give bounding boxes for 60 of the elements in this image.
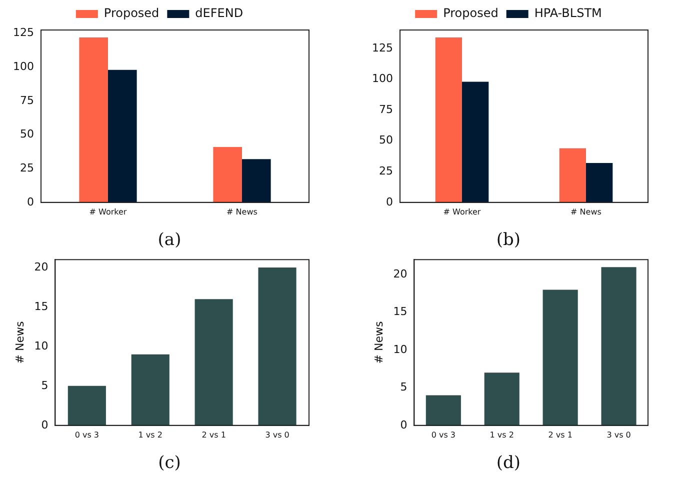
y-tick-label: 10 — [393, 342, 408, 356]
bar — [601, 267, 636, 426]
y-tick-label: 20 — [393, 268, 408, 281]
x-tick-label: # Worker — [443, 207, 482, 216]
y-tick-label: 15 — [393, 305, 408, 318]
y-tick-label: 50 — [20, 128, 34, 141]
bar — [559, 148, 586, 202]
x-tick-label: 0 vs 3 — [431, 430, 456, 440]
y-axis-title: # News — [372, 321, 386, 364]
legend-label: Proposed — [443, 6, 498, 20]
y-tick-label: 100 — [12, 60, 34, 74]
bar — [194, 299, 233, 426]
bar — [586, 162, 613, 202]
x-tick-label: 3 vs 0 — [606, 430, 631, 440]
x-tick-label: # News — [226, 207, 258, 216]
x-tick-label: 2 vs 1 — [548, 430, 572, 440]
y-tick-label: 100 — [372, 72, 393, 86]
y-tick-label: 75 — [378, 102, 393, 116]
y-tick-label: 5 — [41, 378, 48, 392]
y-tick-label: 75 — [20, 94, 34, 107]
y-tick-label: 25 — [20, 161, 34, 174]
y-tick-label: 15 — [34, 300, 48, 313]
y-tick-label: 125 — [12, 26, 34, 40]
x-tick-label: 3 vs 0 — [265, 430, 290, 440]
bar — [484, 372, 520, 426]
y-tick-label: 5 — [400, 380, 408, 394]
y-tick-label: 125 — [372, 41, 393, 54]
bar — [435, 37, 462, 202]
y-tick-label: 0 — [26, 195, 34, 208]
y-axis-title: # News — [13, 321, 26, 364]
x-tick-label: 2 vs 1 — [202, 430, 226, 440]
bar — [213, 146, 242, 202]
legend-label: HPA-BLSTM — [534, 6, 602, 20]
bar — [108, 70, 137, 202]
y-tick-label: 10 — [34, 339, 48, 352]
bar — [426, 395, 461, 426]
bar — [242, 159, 271, 202]
x-tick-label: 0 vs 3 — [74, 430, 100, 440]
x-tick-label: 1 vs 2 — [138, 430, 162, 440]
x-tick-label: # News — [570, 207, 602, 216]
text: (c) — [157, 453, 182, 473]
text: (a) — [156, 230, 182, 250]
bar — [131, 354, 170, 426]
legend-label: dEFEND — [195, 6, 244, 20]
y-tick-label: 20 — [34, 260, 48, 274]
legend-label: Proposed — [104, 6, 160, 20]
y-tick-label: 50 — [378, 134, 393, 147]
bar — [542, 290, 578, 426]
y-tick-label: 0 — [400, 418, 408, 432]
bar — [68, 386, 106, 426]
y-tick-label: 0 — [41, 418, 48, 432]
x-tick-label: # Worker — [89, 207, 128, 216]
bar — [462, 82, 489, 202]
text: (b) — [495, 230, 522, 250]
text: (d) — [495, 453, 522, 473]
y-tick-label: 0 — [386, 195, 393, 208]
x-tick-label: 1 vs 2 — [490, 430, 514, 440]
bar — [79, 37, 108, 202]
y-tick-label: 25 — [378, 164, 393, 178]
bar — [258, 267, 296, 426]
